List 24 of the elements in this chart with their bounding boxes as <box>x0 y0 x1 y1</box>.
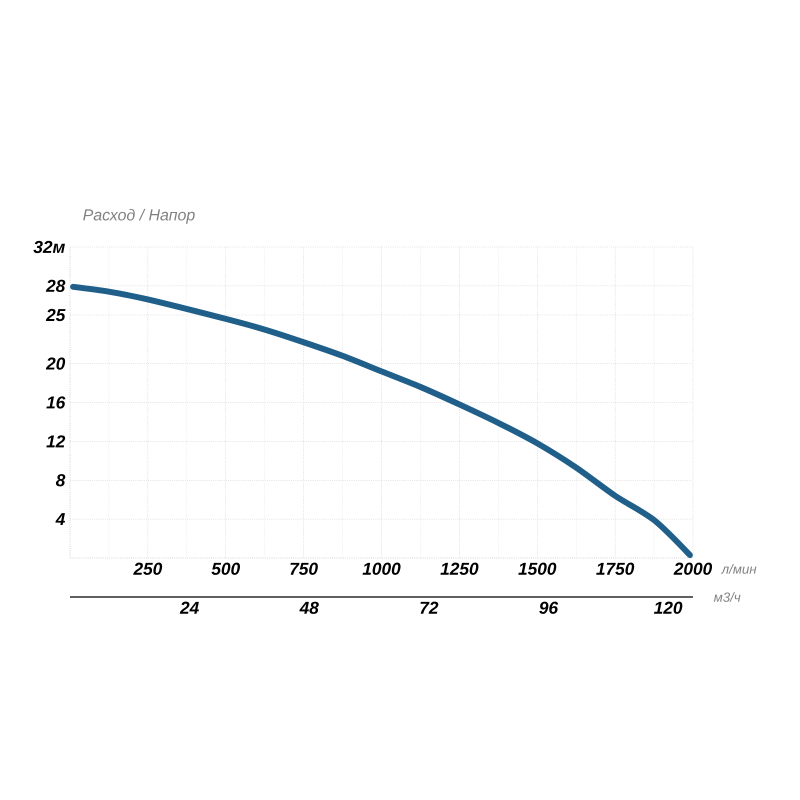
y-tick-label: 12 <box>46 435 66 448</box>
y-tick-label: 32м <box>33 240 65 254</box>
x2-tick-label: 120 <box>654 602 682 614</box>
y-tick-label: 8 <box>56 474 66 486</box>
y-axis-title: Расход / Напор <box>83 208 195 224</box>
x-tick-label: 500 <box>212 562 240 575</box>
x-tick-label: 1000 <box>362 562 401 575</box>
y-tick-label: 16 <box>46 396 66 409</box>
y-tick-label: 20 <box>46 358 66 370</box>
y-tick-label: 4 <box>55 513 66 526</box>
y-tick-label: 28 <box>46 280 66 292</box>
x-tick-label: 2000 <box>674 562 712 575</box>
x-axis-title: л/мин <box>720 564 756 574</box>
y-tick-label: 25 <box>46 308 66 322</box>
x-tick-label: 1250 <box>440 562 478 575</box>
x2-tick-label: 96 <box>539 602 558 614</box>
x2-tick-label: 48 <box>299 602 319 614</box>
x2-axis-title: м3/ч <box>714 592 740 602</box>
x-tick-label: 1750 <box>596 562 634 575</box>
x-tick-label: 750 <box>290 562 318 575</box>
x2-tick-label: 72 <box>420 602 438 614</box>
x-tick-label: 250 <box>133 562 162 575</box>
x-tick-label: 1500 <box>518 562 556 575</box>
x2-tick-label: 24 <box>180 602 199 614</box>
